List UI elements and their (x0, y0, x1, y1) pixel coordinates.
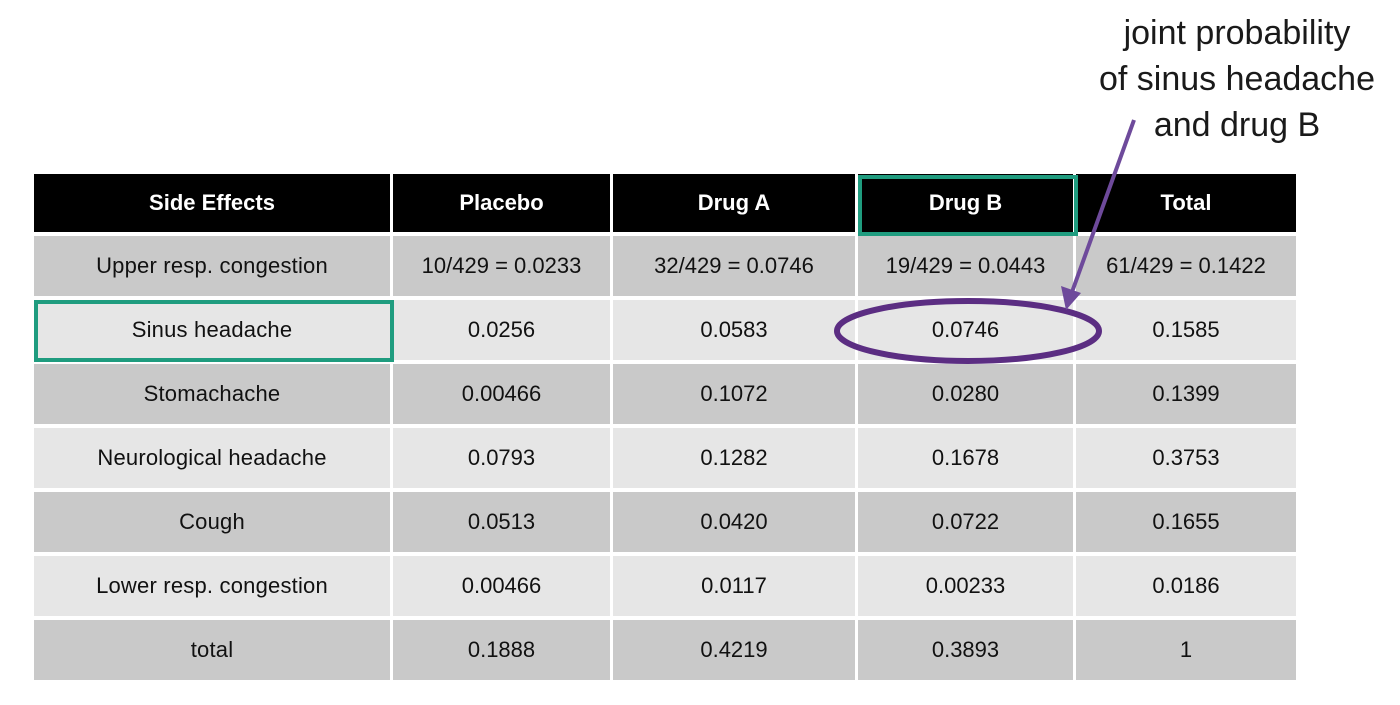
table-cell: 0.0722 (858, 492, 1076, 556)
header-drug-b: Drug B (858, 174, 1076, 236)
row-label: total (34, 620, 393, 684)
table-row: Upper resp. congestion 10/429 = 0.0233 3… (34, 236, 1296, 300)
annotation-line: joint probability (1123, 14, 1351, 52)
table-cell: 0.0583 (613, 300, 858, 364)
table-cell: 0.0117 (613, 556, 858, 620)
table-cell: 0.0280 (858, 364, 1076, 428)
row-label: Sinus headache (34, 300, 393, 364)
table-cell: 0.0186 (1076, 556, 1296, 620)
probability-table: Side Effects Placebo Drug A Drug B Total… (34, 174, 1296, 684)
table-cell: 0.1282 (613, 428, 858, 492)
table-row: Cough 0.0513 0.0420 0.0722 0.1655 (34, 492, 1296, 556)
table-row: Lower resp. congestion 0.00466 0.0117 0.… (34, 556, 1296, 620)
table-cell: 61/429 = 0.1422 (1076, 236, 1296, 300)
table-row: Neurological headache 0.0793 0.1282 0.16… (34, 428, 1296, 492)
annotation-line: and drug B (1153, 106, 1321, 144)
row-label: Upper resp. congestion (34, 236, 393, 300)
table-cell: 0.1585 (1076, 300, 1296, 364)
table-cell: 0.0420 (613, 492, 858, 556)
table-cell: 0.1888 (393, 620, 613, 684)
annotation-text: joint probability of sinus headache and … (1082, 10, 1392, 148)
annotation-line: of sinus headache (1099, 60, 1375, 98)
table-cell: 0.3753 (1076, 428, 1296, 492)
table-cell: 19/429 = 0.0443 (858, 236, 1076, 300)
table-cell: 0.0746 (858, 300, 1076, 364)
table-cell: 0.0793 (393, 428, 613, 492)
table-cell: 0.0256 (393, 300, 613, 364)
table-cell: 1 (1076, 620, 1296, 684)
table-cell: 10/429 = 0.0233 (393, 236, 613, 300)
row-label: Stomachache (34, 364, 393, 428)
row-label: Lower resp. congestion (34, 556, 393, 620)
table-cell: 0.1399 (1076, 364, 1296, 428)
header-total: Total (1076, 174, 1296, 236)
table-row: Stomachache 0.00466 0.1072 0.0280 0.1399 (34, 364, 1296, 428)
table-row: total 0.1888 0.4219 0.3893 1 (34, 620, 1296, 684)
row-label: Cough (34, 492, 393, 556)
header-row: Side Effects Placebo Drug A Drug B Total (34, 174, 1296, 236)
table-cell: 32/429 = 0.0746 (613, 236, 858, 300)
table-cell: 0.4219 (613, 620, 858, 684)
table-cell: 0.1655 (1076, 492, 1296, 556)
header-placebo: Placebo (393, 174, 613, 236)
header-side-effects: Side Effects (34, 174, 393, 236)
table-cell: 0.1678 (858, 428, 1076, 492)
table-cell: 0.00233 (858, 556, 1076, 620)
table-cell: 0.0513 (393, 492, 613, 556)
table-cell: 0.1072 (613, 364, 858, 428)
row-label: Neurological headache (34, 428, 393, 492)
header-drug-a: Drug A (613, 174, 858, 236)
table-cell: 0.3893 (858, 620, 1076, 684)
table-row: Sinus headache 0.0256 0.0583 0.0746 0.15… (34, 300, 1296, 364)
table-cell: 0.00466 (393, 556, 613, 620)
table-cell: 0.00466 (393, 364, 613, 428)
